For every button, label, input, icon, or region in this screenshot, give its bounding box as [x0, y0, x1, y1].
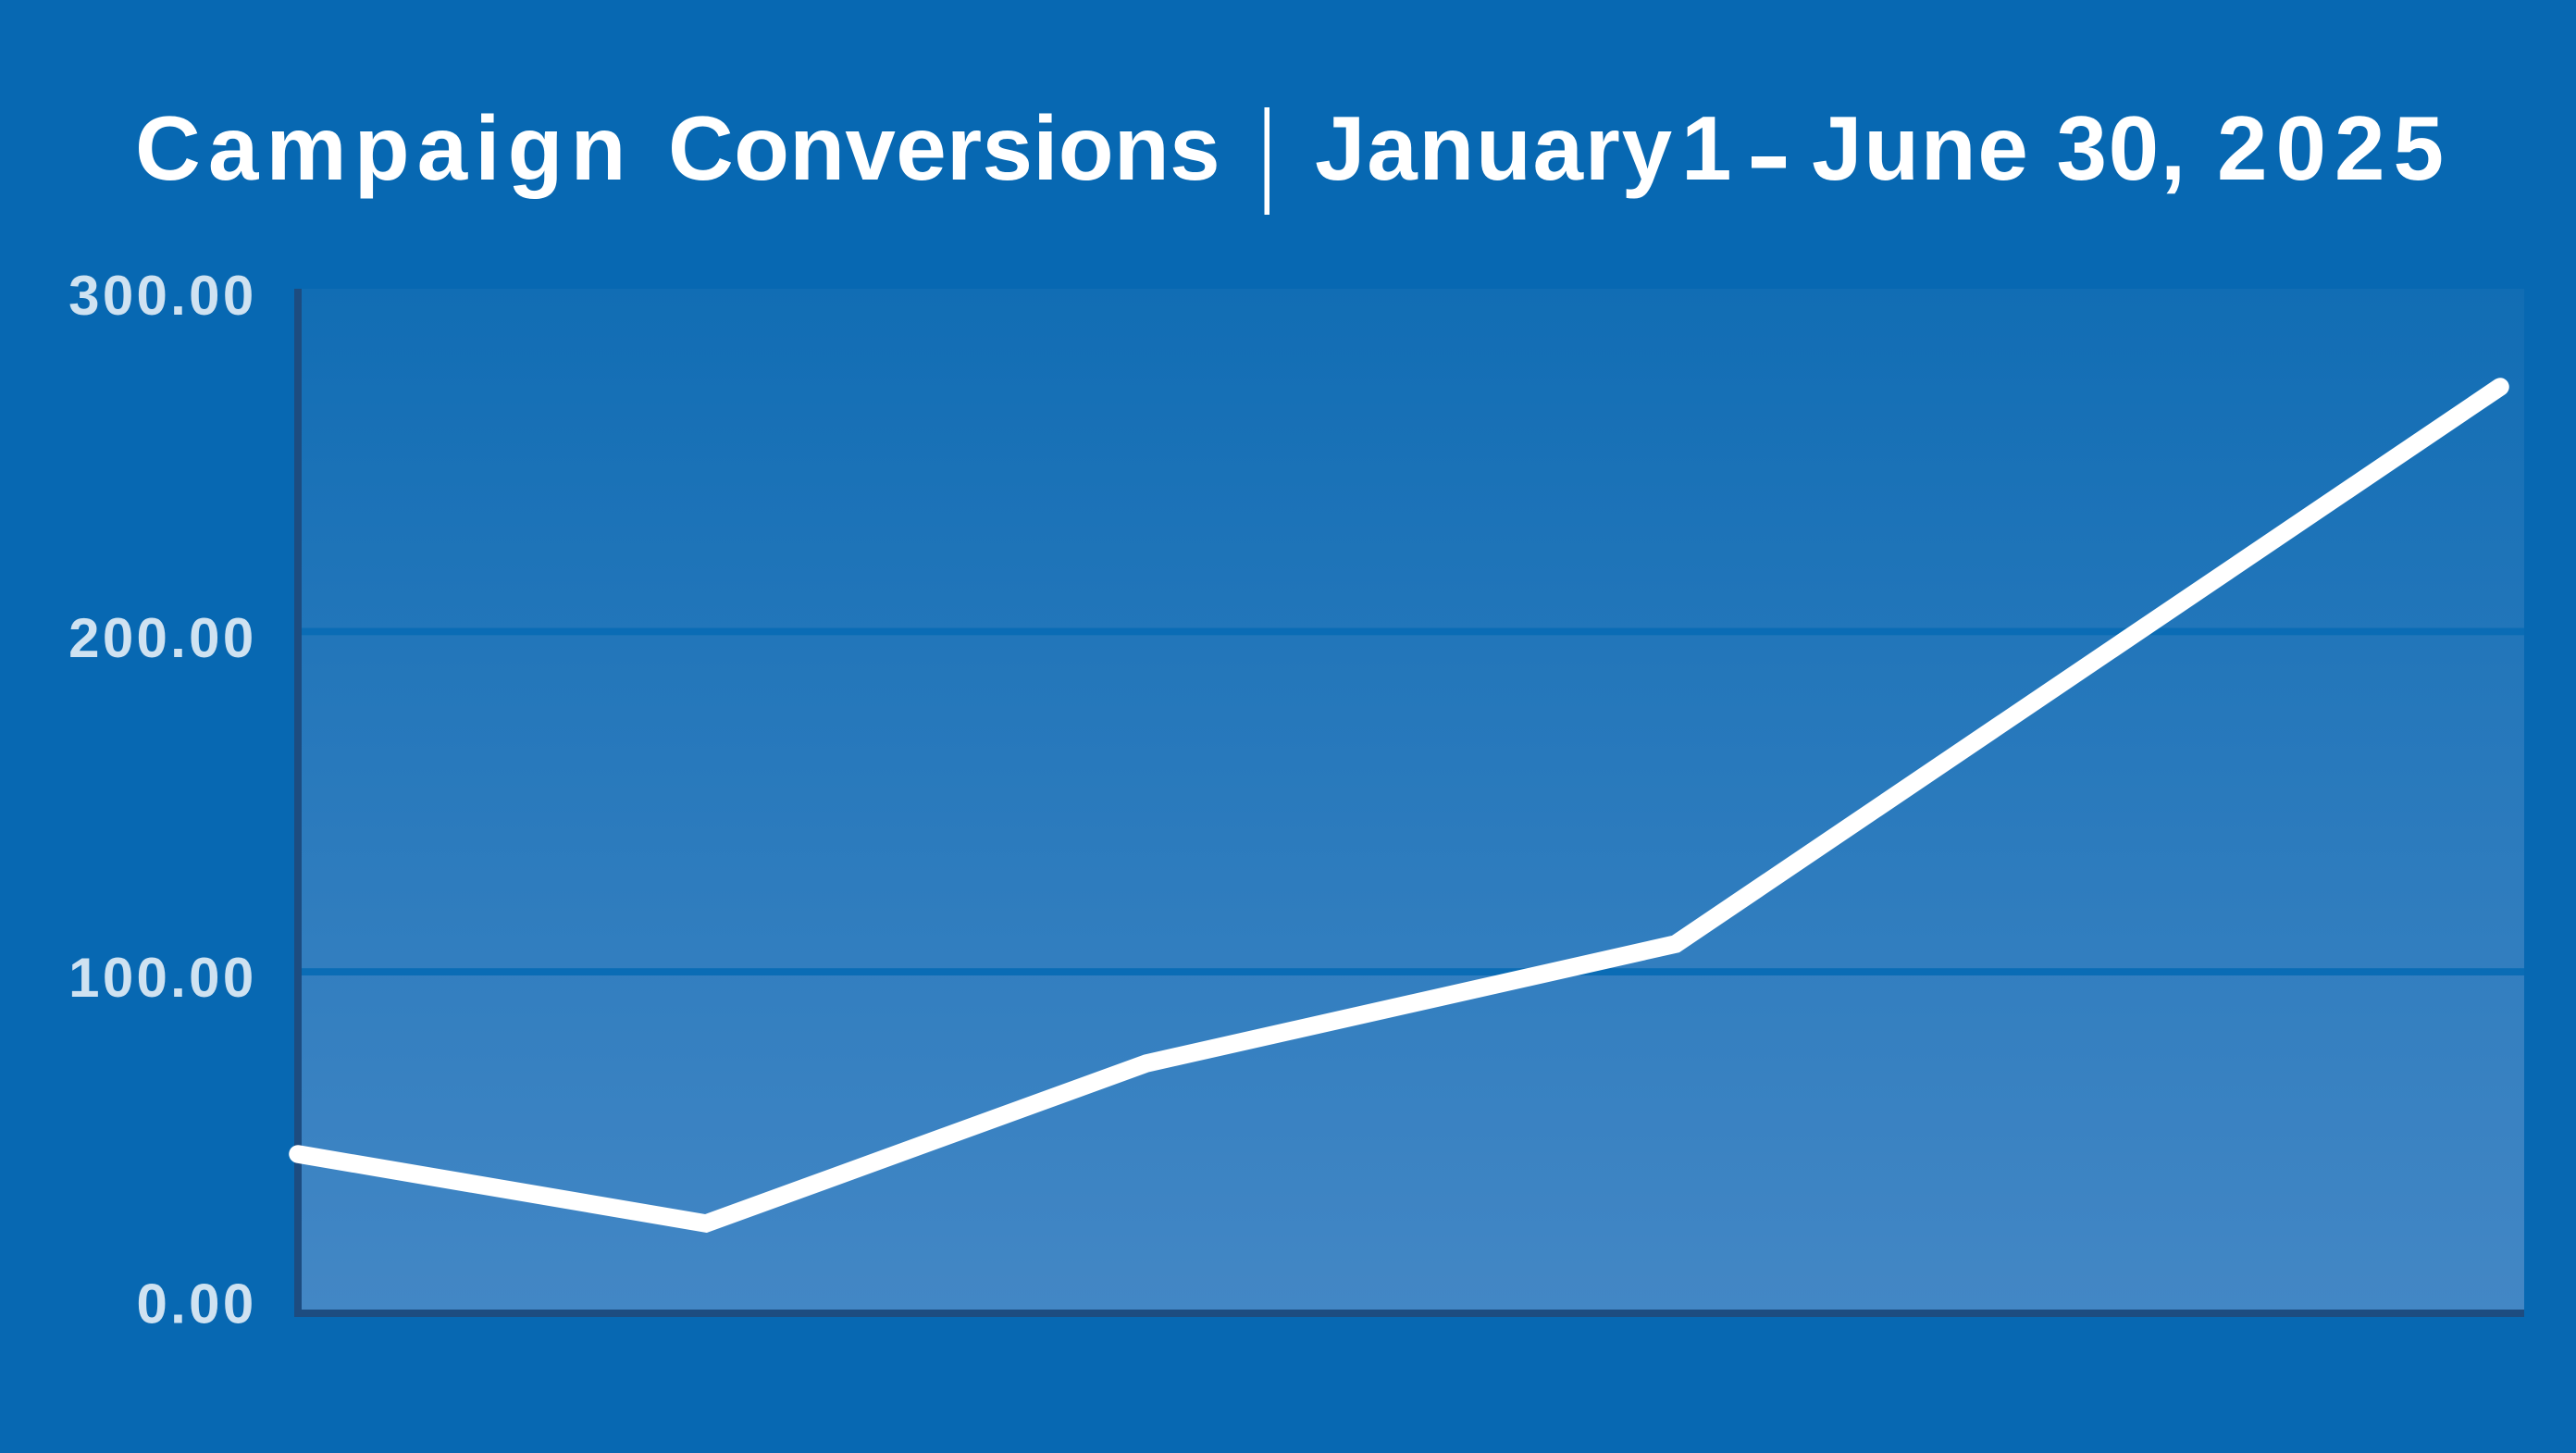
svg-text:Conversions: Conversions	[668, 97, 1220, 199]
svg-text:1: 1	[1681, 97, 1732, 199]
svg-text:100.00: 100.00	[68, 947, 256, 1009]
svg-text:Campaign: Campaign	[135, 97, 634, 199]
svg-text:June 30,: June 30,	[1812, 97, 2187, 199]
svg-text:January: January	[1315, 97, 1674, 199]
svg-text:2025: 2025	[2217, 97, 2452, 199]
svg-text:200.00: 200.00	[68, 607, 256, 669]
svg-text:0.00: 0.00	[137, 1273, 257, 1335]
svg-text:300.00: 300.00	[68, 265, 256, 327]
